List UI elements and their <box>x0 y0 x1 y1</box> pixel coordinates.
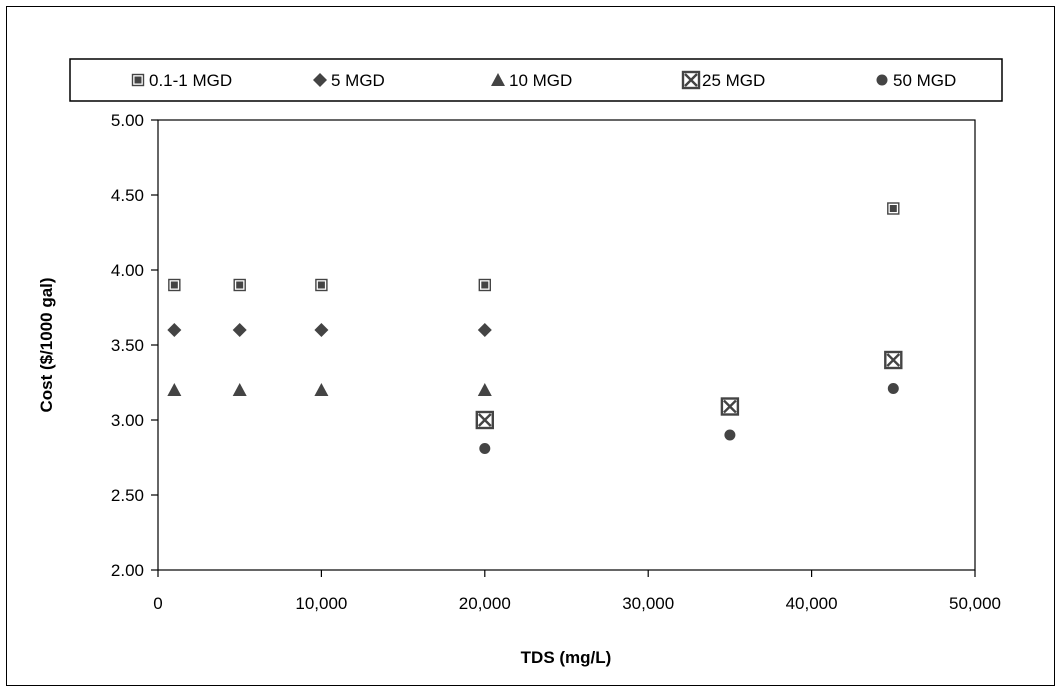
legend-item: 0.1-1 MGD <box>131 71 232 90</box>
legend-item: 50 MGD <box>876 71 956 90</box>
plot-area <box>157 119 976 571</box>
data-point <box>477 383 492 396</box>
x-tick-label: 0 <box>153 594 162 613</box>
data-point <box>478 278 491 292</box>
legend-box <box>69 58 1003 102</box>
chart-frame <box>6 6 1055 686</box>
y-axis-label: Cost ($/1000 gal) <box>37 277 56 412</box>
data-point <box>314 323 329 337</box>
legend-label: 50 MGD <box>893 71 956 90</box>
data-point <box>887 383 899 394</box>
series-1 <box>167 323 492 337</box>
data-point <box>232 323 247 337</box>
x-tick-label: 30,000 <box>622 594 674 613</box>
data-point <box>720 397 740 416</box>
data-point <box>232 383 247 396</box>
data-point <box>167 323 182 337</box>
x-axis: 0 10,000 20,000 30,000 40,000 50,000 <box>153 570 1001 613</box>
legend-label: 10 MGD <box>509 71 572 90</box>
legend-label: 0.1-1 MGD <box>149 71 232 90</box>
data-point <box>884 350 903 370</box>
legend-marker <box>131 73 145 87</box>
data-point <box>167 383 182 396</box>
legend-item: 10 MGD <box>491 71 572 90</box>
x-tick-label: 20,000 <box>459 594 511 613</box>
legend-item: 25 MGD <box>681 70 765 90</box>
data-point <box>233 278 246 292</box>
series-2 <box>167 383 492 396</box>
x-axis-label: TDS (mg/L) <box>521 648 612 667</box>
y-tick-label: 3.00 <box>111 411 144 430</box>
data-point <box>479 443 491 454</box>
legend-item: 5 MGD <box>313 71 385 90</box>
y-axis: 2.00 2.50 3.00 3.50 4.00 4.50 5.00 <box>111 111 158 580</box>
legend-marker <box>313 73 327 87</box>
y-tick-label: 4.50 <box>111 186 144 205</box>
x-tick-label: 40,000 <box>786 594 838 613</box>
y-tick-label: 2.50 <box>111 486 144 505</box>
y-tick-label: 2.00 <box>111 561 144 580</box>
series-layer <box>167 202 903 454</box>
legend-label: 25 MGD <box>702 71 765 90</box>
data-point <box>168 278 181 292</box>
legend-label: 5 MGD <box>331 71 385 90</box>
x-tick-label: 10,000 <box>295 594 347 613</box>
series-3 <box>475 350 903 430</box>
data-point <box>724 429 736 441</box>
legend-marker <box>876 74 888 86</box>
legend-marker <box>681 70 701 90</box>
legend: 0.1-1 MGD 5 MGD 10 MGD 25 MGD 50 MGD <box>69 58 1003 102</box>
data-point <box>477 323 492 337</box>
y-tick-label: 3.50 <box>111 336 144 355</box>
y-tick-label: 4.00 <box>111 261 144 280</box>
data-point <box>887 202 900 215</box>
y-tick-label: 5.00 <box>111 111 144 130</box>
series-0 <box>168 202 900 292</box>
data-point <box>475 410 494 430</box>
x-tick-label: 50,000 <box>949 594 1001 613</box>
legend-marker <box>491 73 505 86</box>
data-point <box>314 383 329 396</box>
data-point <box>315 278 328 292</box>
series-4 <box>479 383 899 454</box>
